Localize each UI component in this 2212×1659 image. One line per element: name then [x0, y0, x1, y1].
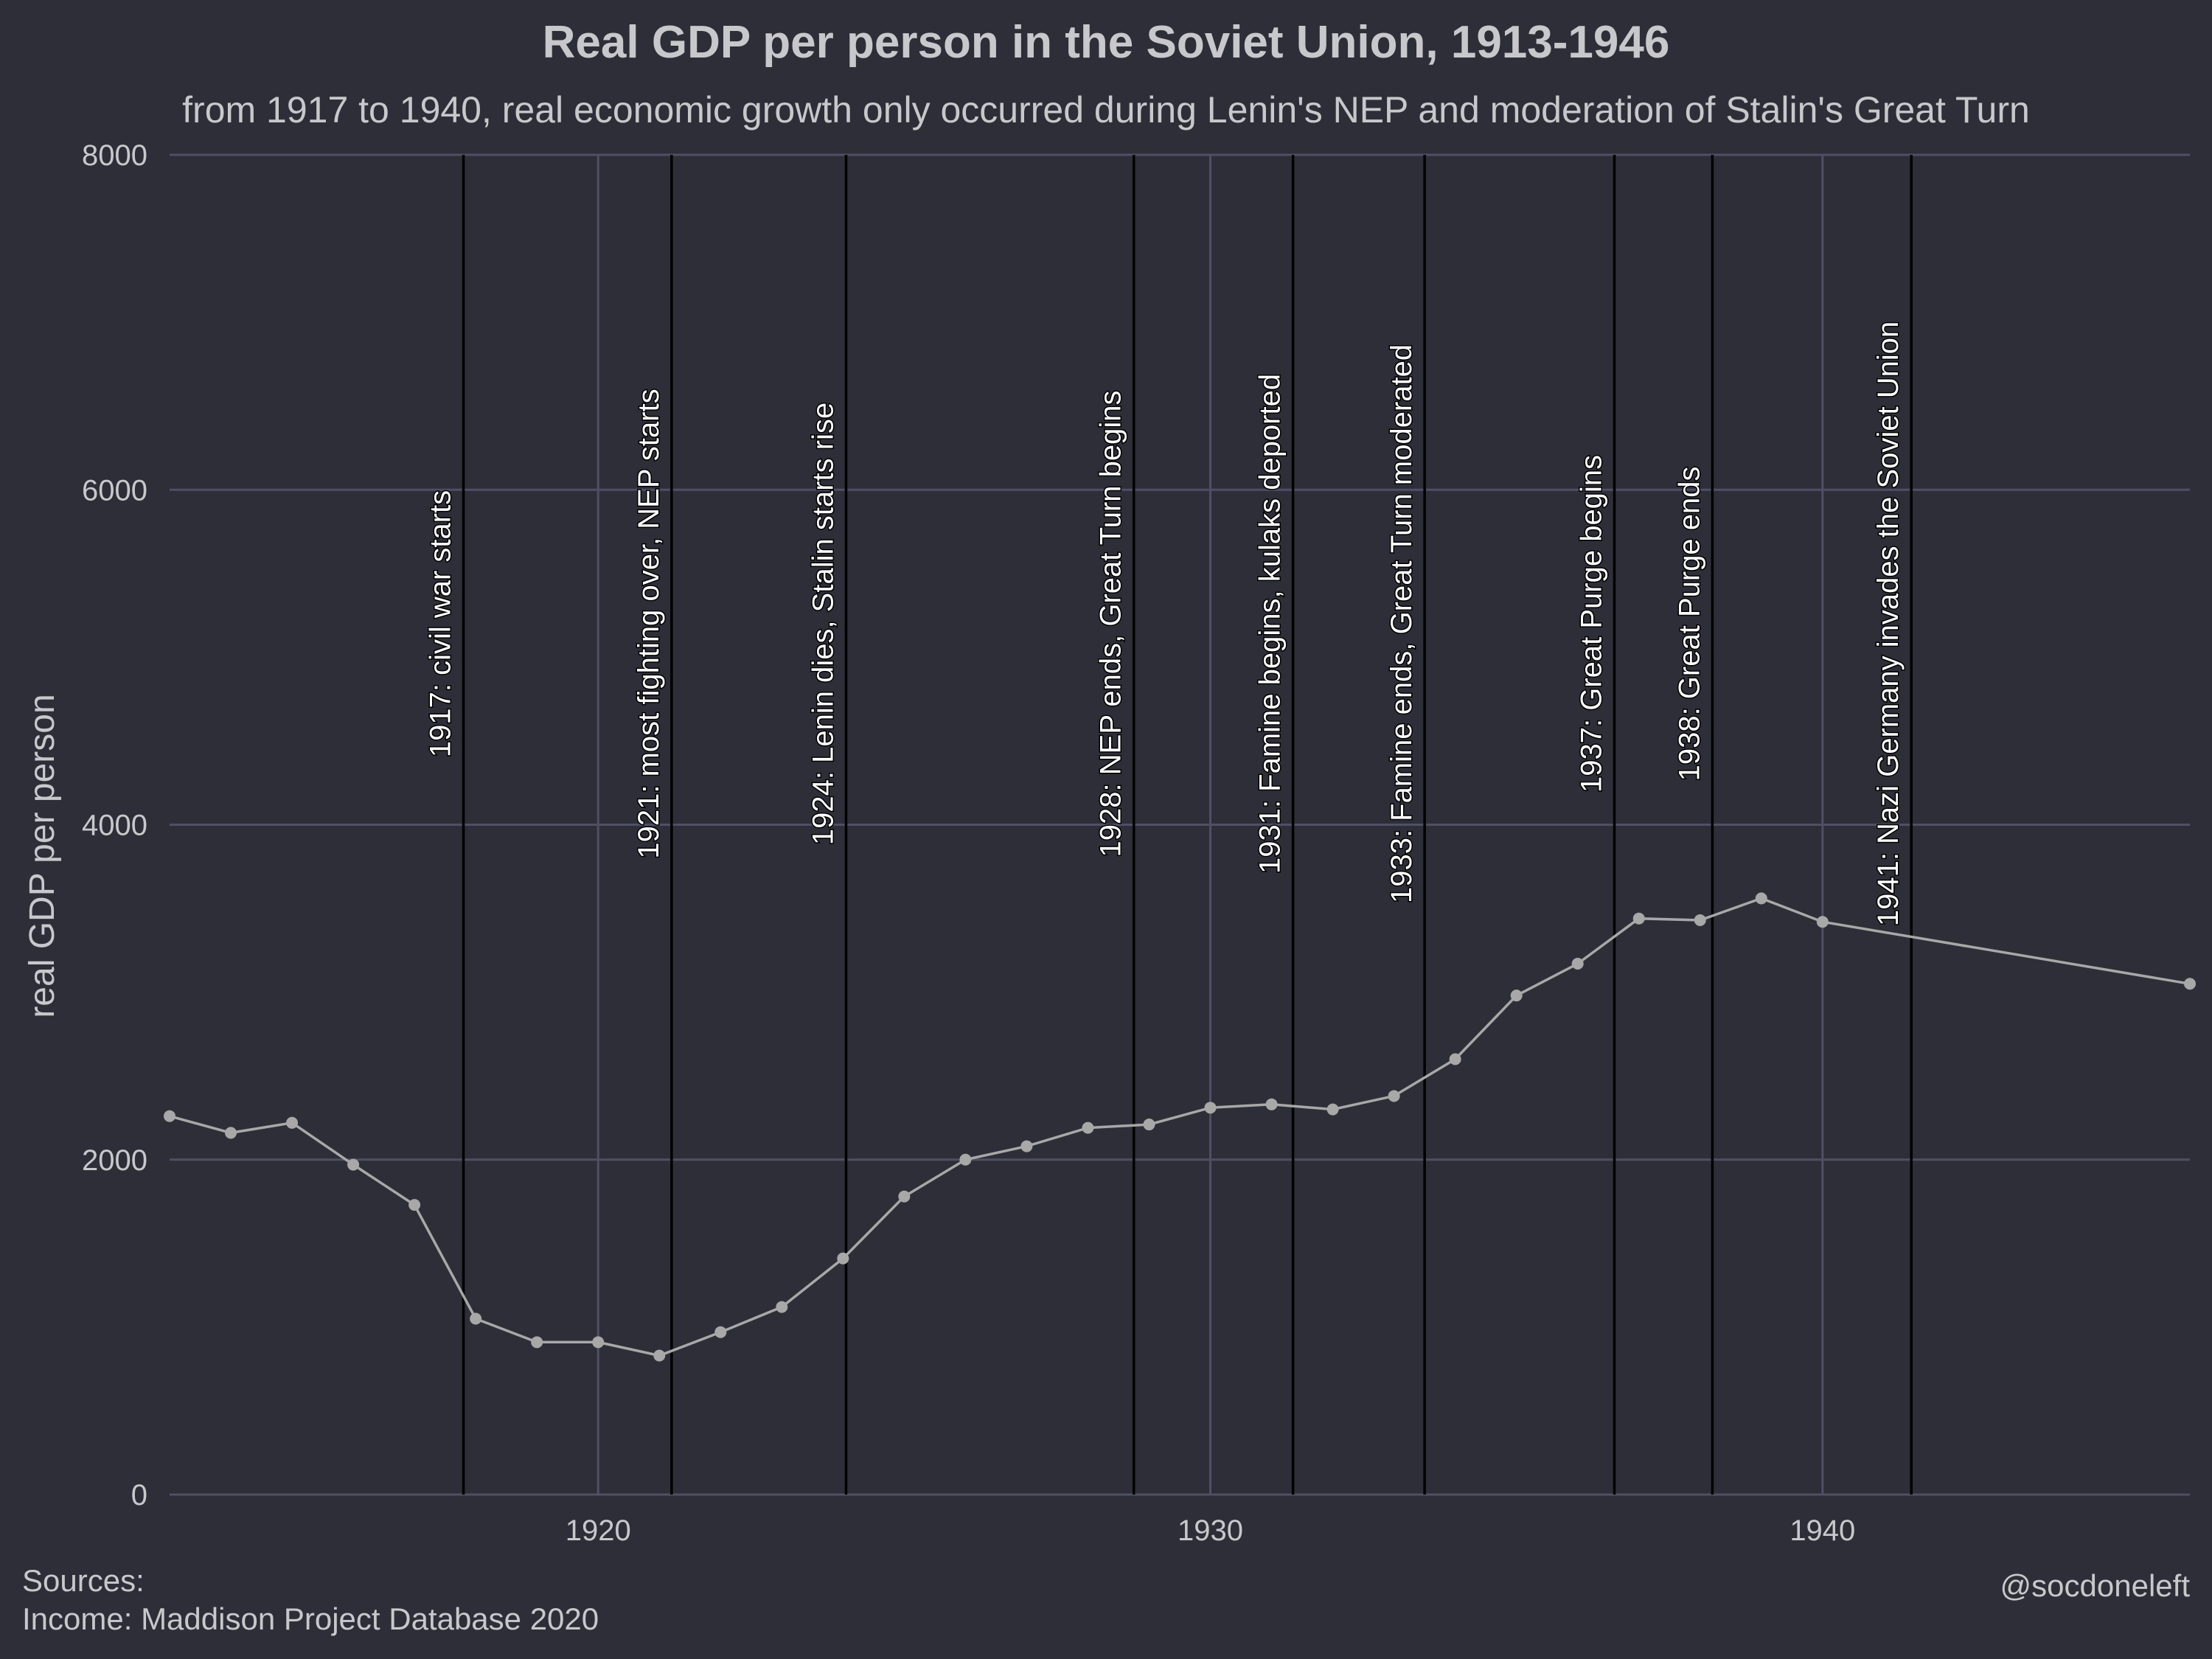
gdp-point: [1326, 1103, 1339, 1116]
x-tick-label: 1930: [1178, 1514, 1243, 1547]
gdp-point: [898, 1190, 911, 1203]
gdp-point: [1571, 958, 1584, 970]
y-tick-label: 4000: [82, 810, 147, 842]
gdp-point: [714, 1326, 727, 1338]
gdp-point: [164, 1110, 175, 1122]
gdp-point: [1632, 912, 1645, 925]
event-label: 1938: Great Purge ends: [1673, 466, 1705, 781]
gdp-point: [531, 1336, 543, 1349]
event-label: 1937: Great Purge begins: [1576, 455, 1608, 793]
y-tick-label: 0: [131, 1479, 147, 1512]
event-label: 1917: civil war starts: [425, 490, 457, 757]
sources-income: Income: Maddison Project Database 2020: [22, 1601, 599, 1636]
event-label: 1924: Lenin dies, Stalin starts rise: [807, 403, 839, 845]
x-tick-label: 1940: [1790, 1514, 1855, 1547]
gdp-point: [837, 1252, 849, 1265]
gdp-point: [1204, 1102, 1217, 1114]
gdp-point: [1755, 892, 1767, 905]
gdp-point: [286, 1116, 299, 1129]
y-axis-label: real GDP per person: [23, 694, 62, 1018]
gdp-point: [1816, 916, 1829, 928]
author-handle: @socdoneleft: [2000, 1568, 2191, 1603]
gdp-point: [347, 1158, 360, 1171]
gdp-point: [470, 1312, 482, 1325]
gdp-point: [776, 1301, 788, 1313]
y-tick-label: 8000: [82, 139, 147, 172]
gdp-point: [592, 1336, 605, 1349]
gdp-point: [1265, 1098, 1278, 1110]
gdp-point: [1143, 1119, 1155, 1131]
gdp-point: [225, 1127, 237, 1139]
sources-label: Sources:: [22, 1563, 145, 1598]
gdp-point: [2184, 978, 2196, 990]
axis-ticks: 0 2000 4000 6000 8000 1920 1930 1940: [82, 139, 1855, 1547]
x-tick-label: 1920: [566, 1514, 631, 1547]
event-lines: [462, 155, 1913, 1495]
y-tick-label: 2000: [82, 1144, 147, 1177]
gdp-point: [1449, 1053, 1461, 1065]
chart-subtitle: from 1917 to 1940, real economic growth …: [182, 89, 2030, 131]
gdp-point: [1510, 990, 1523, 1002]
event-label: 1931: Famine begins, kulaks deported: [1254, 374, 1287, 874]
gdp-point: [1020, 1140, 1033, 1152]
gdp-point: [1082, 1121, 1094, 1134]
gdp-point: [1388, 1090, 1400, 1102]
event-label: 1941: Nazi Germany invades the Soviet Un…: [1872, 321, 1905, 926]
gdp-point: [408, 1199, 421, 1211]
grid-lines: [170, 153, 2190, 1496]
event-label: 1933: Famine ends, Great Turn moderated: [1385, 344, 1418, 903]
gdp-point: [1694, 914, 1706, 926]
event-label: 1921: most fighting over, NEP starts: [633, 389, 665, 858]
event-labels: 1917: civil war starts 1921: most fightin…: [423, 320, 1906, 927]
chart-title: Real GDP per person in the Soviet Union,…: [543, 17, 1670, 68]
gdp-point: [653, 1349, 666, 1362]
y-tick-label: 6000: [82, 474, 147, 507]
event-label: 1928: NEP ends, Great Turn begins: [1095, 390, 1127, 857]
gdp-series: [164, 892, 2196, 1362]
gdp-point: [959, 1153, 972, 1166]
